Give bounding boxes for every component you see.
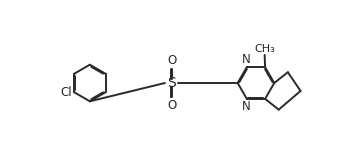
Text: N: N bbox=[242, 53, 251, 66]
Text: S: S bbox=[167, 76, 176, 90]
Text: CH₃: CH₃ bbox=[254, 44, 275, 54]
Text: O: O bbox=[168, 54, 177, 67]
Text: Cl: Cl bbox=[60, 86, 72, 99]
Text: O: O bbox=[168, 99, 177, 112]
Text: N: N bbox=[242, 100, 251, 113]
